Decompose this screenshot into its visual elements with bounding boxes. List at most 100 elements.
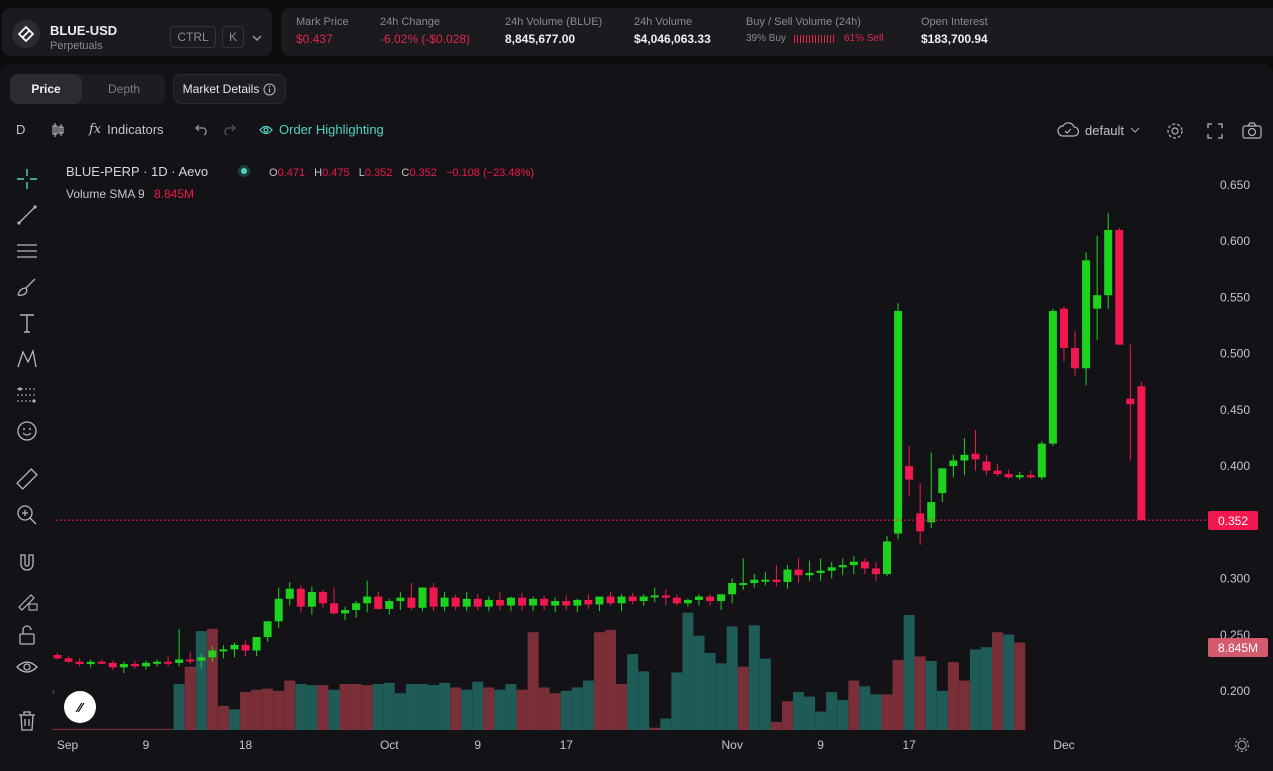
camera-icon[interactable] [1242, 122, 1262, 140]
fullscreen-icon[interactable] [1206, 122, 1224, 140]
price-tick-label: 0.400 [1220, 459, 1250, 473]
buy-sell-ratio-bar [794, 34, 837, 43]
market-name: BLUE-USD [50, 23, 118, 38]
drawing-tools-bar [0, 160, 52, 760]
indicators-button[interactable]: fx Indicators [89, 122, 164, 137]
volume-bar [859, 686, 871, 730]
volume-bar [715, 663, 727, 730]
prediction-icon[interactable] [14, 382, 40, 408]
volume-bar [52, 728, 63, 730]
volume-bar [870, 694, 882, 730]
info-icon [263, 83, 276, 95]
volume-bar [306, 685, 318, 730]
tab-depth[interactable]: Depth [107, 82, 141, 96]
volume-bar [140, 728, 152, 730]
volume-bar [107, 728, 119, 730]
market-header: BLUE-USD Perpetuals CTRL K Mark Price $0… [0, 0, 1273, 62]
trend-line-icon[interactable] [14, 202, 40, 228]
trash-icon[interactable] [14, 708, 40, 734]
candle [982, 461, 991, 471]
volume-bar [759, 658, 771, 730]
lock-icon[interactable] [14, 622, 40, 648]
market-details-button[interactable]: Market Details [173, 74, 286, 104]
volume-bar [682, 612, 694, 730]
volume-bar [981, 647, 993, 730]
volume-bar [660, 718, 672, 730]
volume-bar [560, 690, 572, 730]
candle [650, 595, 659, 598]
time-axis[interactable]: Sep 9 18 Oct 9 17 Nov 9 17 Dec [57, 738, 1075, 752]
candle [1093, 295, 1102, 309]
market-status-dot [241, 168, 247, 174]
ruler-icon[interactable] [14, 466, 40, 492]
shortcut-k: K [222, 26, 244, 48]
volume-bar [228, 709, 240, 730]
candle [694, 596, 703, 600]
visibility-eye-icon[interactable] [14, 654, 40, 680]
undo-icon[interactable] [195, 122, 209, 136]
volume-bar [516, 689, 528, 730]
candle [938, 468, 947, 494]
collapse-arrow-icon[interactable]: ‹ [52, 686, 55, 696]
stat-24h-change: 24h Change -6.02% (-$0.028) [380, 16, 471, 46]
volume-bar [593, 632, 605, 730]
lock-drawing-icon[interactable] [14, 586, 40, 612]
volume-bar [96, 728, 108, 730]
chevron-down-icon[interactable] [252, 30, 262, 48]
blue-logo-icon [12, 20, 40, 48]
volume-bar [914, 656, 926, 730]
stat-mark-price: Mark Price $0.437 [296, 16, 349, 46]
candle [971, 453, 980, 460]
volume-bar [892, 659, 904, 730]
candlesticks [53, 213, 1146, 674]
volume-bar [781, 701, 793, 730]
magnet-icon[interactable] [14, 550, 40, 576]
candle [230, 644, 239, 650]
candle [639, 596, 648, 602]
price-axis[interactable]: 0.6500.6000.5500.5000.4500.4000.3000.250… [1220, 178, 1250, 698]
layout-selector[interactable]: default [1057, 122, 1140, 138]
candle [960, 454, 969, 461]
stat-buy-sell-volume: Buy / Sell Volume (24h) 39% Buy 61% Sell [746, 16, 884, 44]
candle [1115, 229, 1124, 345]
order-highlighting-button[interactable]: Order Highlighting [259, 122, 384, 137]
crosshair-icon[interactable] [14, 166, 40, 192]
volume-bar [151, 728, 163, 730]
time-tick-label: Oct [380, 738, 399, 752]
volume-bar [770, 721, 782, 730]
market-selector[interactable]: BLUE-USD Perpetuals CTRL K [2, 8, 272, 56]
candle [175, 659, 184, 663]
candle [141, 662, 150, 667]
text-icon[interactable] [14, 310, 40, 336]
time-tick-label: Dec [1053, 738, 1074, 752]
emoji-icon[interactable] [14, 418, 40, 444]
candle [285, 588, 294, 599]
candle [1104, 229, 1113, 296]
interval-button[interactable]: D [16, 122, 26, 137]
time-tick-label: 17 [902, 738, 916, 752]
candle [672, 597, 681, 604]
brush-icon[interactable] [14, 274, 40, 300]
stat-24h-volume-usd: 24h Volume $4,046,063.33 [634, 16, 711, 46]
time-tick-label: 18 [239, 738, 253, 752]
volume-bar [881, 694, 893, 730]
axis-settings-gear-icon[interactable] [1234, 737, 1250, 753]
zoom-in-icon[interactable] [14, 502, 40, 528]
redo-icon[interactable] [222, 122, 236, 136]
horizontal-lines-icon[interactable] [14, 238, 40, 264]
settings-gear-icon[interactable] [1166, 122, 1184, 140]
buy-percentage: 39% Buy [746, 33, 787, 44]
candle [274, 598, 283, 622]
pattern-icon[interactable] [14, 346, 40, 372]
candle [584, 599, 593, 605]
candle [1059, 308, 1068, 349]
candle [407, 597, 416, 608]
candle [838, 565, 847, 568]
candle [860, 561, 869, 569]
volume-bar [273, 690, 285, 730]
tab-price[interactable]: Price [10, 74, 82, 104]
candle [761, 579, 770, 582]
volume-bar [505, 684, 517, 730]
candles-icon[interactable] [50, 122, 66, 138]
